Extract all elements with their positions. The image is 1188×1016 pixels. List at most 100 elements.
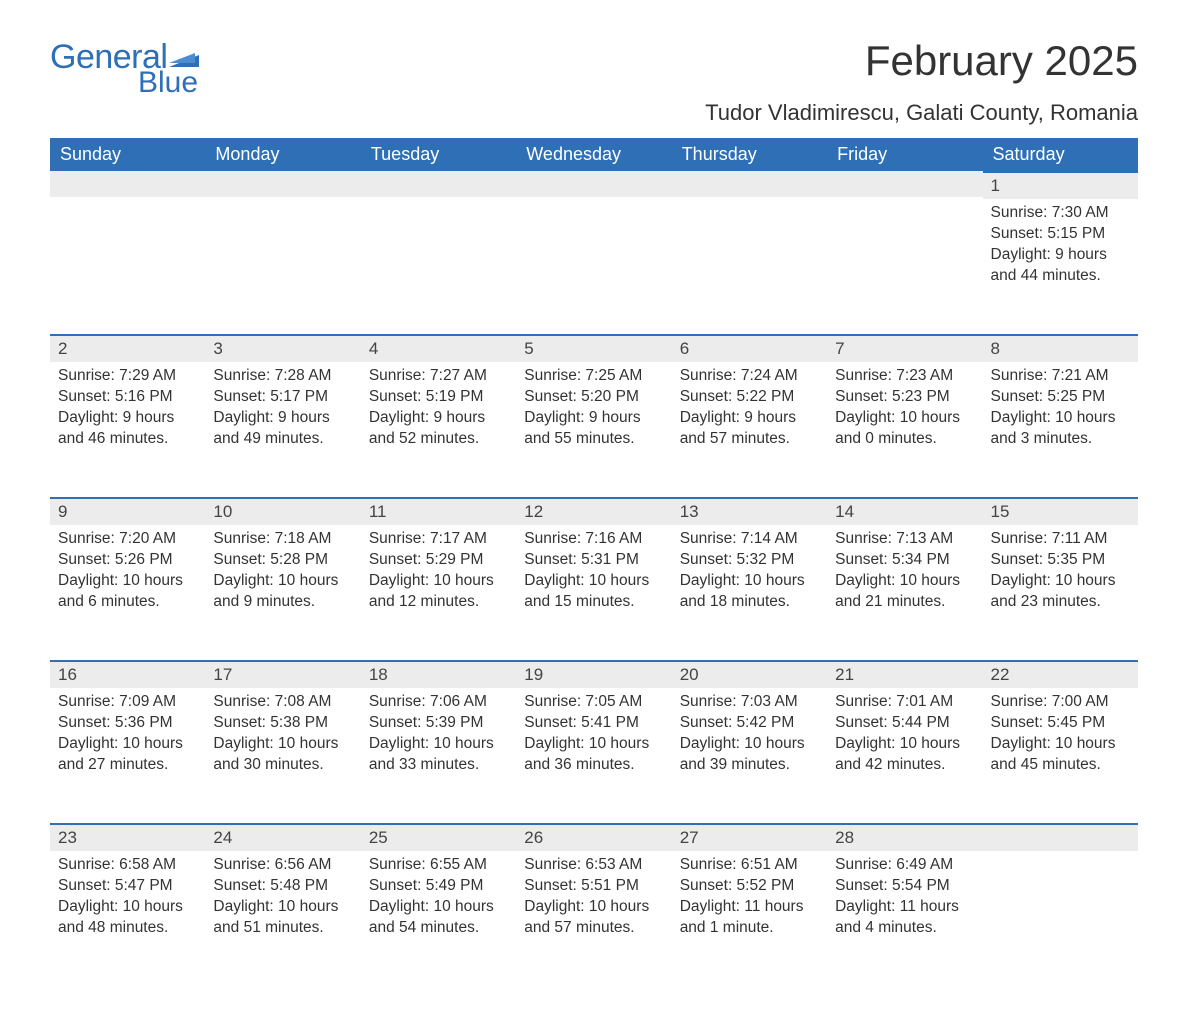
day-day1: Daylight: 10 hours <box>835 571 974 592</box>
day-cell: Sunrise: 7:24 AMSunset: 5:22 PMDaylight:… <box>672 362 827 497</box>
day-day1: Daylight: 10 hours <box>213 571 352 592</box>
day-sunrise: Sunrise: 7:18 AM <box>213 529 352 550</box>
day-number: 27 <box>672 823 827 851</box>
day-number-cell: 27 <box>672 823 827 851</box>
day-day1: Daylight: 11 hours <box>835 897 974 918</box>
day-cell: Sunrise: 6:56 AMSunset: 5:48 PMDaylight:… <box>205 851 360 986</box>
day-number-cell: 12 <box>516 497 671 525</box>
day-details: Sunrise: 7:28 AMSunset: 5:17 PMDaylight:… <box>205 362 360 458</box>
day-sunrise: Sunrise: 7:29 AM <box>58 366 197 387</box>
day-number: 1 <box>983 171 1138 199</box>
day-cell: Sunrise: 7:20 AMSunset: 5:26 PMDaylight:… <box>50 525 205 660</box>
day-number-cell <box>827 171 982 199</box>
day-number-cell: 7 <box>827 334 982 362</box>
day-number: 3 <box>205 334 360 362</box>
day-number-cell: 1 <box>983 171 1138 199</box>
day-number-cell: 14 <box>827 497 982 525</box>
day-number-cell <box>672 171 827 199</box>
day-day1: Daylight: 10 hours <box>835 408 974 429</box>
day-sunset: Sunset: 5:54 PM <box>835 876 974 897</box>
day-number: 26 <box>516 823 671 851</box>
day-sunset: Sunset: 5:20 PM <box>524 387 663 408</box>
day-day2: and 49 minutes. <box>213 429 352 450</box>
day-cell: Sunrise: 7:16 AMSunset: 5:31 PMDaylight:… <box>516 525 671 660</box>
day-cell: Sunrise: 7:29 AMSunset: 5:16 PMDaylight:… <box>50 362 205 497</box>
day-sunrise: Sunrise: 7:23 AM <box>835 366 974 387</box>
calendar-table: Sunday Monday Tuesday Wednesday Thursday… <box>50 138 1138 986</box>
day-day2: and 33 minutes. <box>369 755 508 776</box>
day-cell: Sunrise: 6:58 AMSunset: 5:47 PMDaylight:… <box>50 851 205 986</box>
day-number: 10 <box>205 497 360 525</box>
day-number-cell: 28 <box>827 823 982 851</box>
day-sunrise: Sunrise: 7:05 AM <box>524 692 663 713</box>
day-cell: Sunrise: 7:27 AMSunset: 5:19 PMDaylight:… <box>361 362 516 497</box>
day-day1: Daylight: 10 hours <box>58 571 197 592</box>
day-sunrise: Sunrise: 7:21 AM <box>991 366 1130 387</box>
day-sunrise: Sunrise: 7:25 AM <box>524 366 663 387</box>
day-day2: and 46 minutes. <box>58 429 197 450</box>
weekday-header: Tuesday <box>361 138 516 171</box>
day-cell: Sunrise: 7:13 AMSunset: 5:34 PMDaylight:… <box>827 525 982 660</box>
day-number: 16 <box>50 660 205 688</box>
day-number-cell: 15 <box>983 497 1138 525</box>
day-day2: and 9 minutes. <box>213 592 352 613</box>
day-cell: Sunrise: 7:08 AMSunset: 5:38 PMDaylight:… <box>205 688 360 823</box>
day-day1: Daylight: 10 hours <box>991 734 1130 755</box>
day-cell: Sunrise: 7:11 AMSunset: 5:35 PMDaylight:… <box>983 525 1138 660</box>
day-number-cell: 19 <box>516 660 671 688</box>
day-number-cell <box>516 171 671 199</box>
day-details: Sunrise: 6:51 AMSunset: 5:52 PMDaylight:… <box>672 851 827 947</box>
day-details: Sunrise: 6:55 AMSunset: 5:49 PMDaylight:… <box>361 851 516 947</box>
day-day2: and 44 minutes. <box>991 266 1130 287</box>
day-number-cell: 10 <box>205 497 360 525</box>
day-day2: and 18 minutes. <box>680 592 819 613</box>
day-sunset: Sunset: 5:19 PM <box>369 387 508 408</box>
day-sunrise: Sunrise: 7:06 AM <box>369 692 508 713</box>
day-day1: Daylight: 10 hours <box>58 734 197 755</box>
day-cell: Sunrise: 6:51 AMSunset: 5:52 PMDaylight:… <box>672 851 827 986</box>
day-number-cell: 17 <box>205 660 360 688</box>
day-day2: and 36 minutes. <box>524 755 663 776</box>
day-number-cell: 4 <box>361 334 516 362</box>
day-sunrise: Sunrise: 7:24 AM <box>680 366 819 387</box>
day-sunrise: Sunrise: 6:58 AM <box>58 855 197 876</box>
brand-logo: General Blue <box>50 40 199 98</box>
day-number: 17 <box>205 660 360 688</box>
day-number: 11 <box>361 497 516 525</box>
day-sunset: Sunset: 5:41 PM <box>524 713 663 734</box>
day-number: 18 <box>361 660 516 688</box>
day-details: Sunrise: 7:00 AMSunset: 5:45 PMDaylight:… <box>983 688 1138 784</box>
weekday-header: Friday <box>827 138 982 171</box>
day-cell: Sunrise: 6:55 AMSunset: 5:49 PMDaylight:… <box>361 851 516 986</box>
day-day1: Daylight: 10 hours <box>680 571 819 592</box>
day-sunrise: Sunrise: 6:49 AM <box>835 855 974 876</box>
day-sunset: Sunset: 5:23 PM <box>835 387 974 408</box>
day-cell: Sunrise: 7:17 AMSunset: 5:29 PMDaylight:… <box>361 525 516 660</box>
day-day2: and 4 minutes. <box>835 918 974 939</box>
day-number <box>827 171 982 197</box>
day-number <box>516 171 671 197</box>
day-details: Sunrise: 7:17 AMSunset: 5:29 PMDaylight:… <box>361 525 516 621</box>
day-sunrise: Sunrise: 7:08 AM <box>213 692 352 713</box>
weekday-header: Sunday <box>50 138 205 171</box>
day-number-cell: 21 <box>827 660 982 688</box>
day-sunrise: Sunrise: 7:28 AM <box>213 366 352 387</box>
month-title: February 2025 <box>705 40 1138 82</box>
day-cell: Sunrise: 7:06 AMSunset: 5:39 PMDaylight:… <box>361 688 516 823</box>
day-day2: and 21 minutes. <box>835 592 974 613</box>
day-details: Sunrise: 7:01 AMSunset: 5:44 PMDaylight:… <box>827 688 982 784</box>
title-block: February 2025 Tudor Vladimirescu, Galati… <box>705 40 1138 126</box>
day-number-cell: 9 <box>50 497 205 525</box>
week-content-row: Sunrise: 7:09 AMSunset: 5:36 PMDaylight:… <box>50 688 1138 823</box>
week-daynum-row: 2345678 <box>50 334 1138 362</box>
day-details: Sunrise: 7:09 AMSunset: 5:36 PMDaylight:… <box>50 688 205 784</box>
day-number-cell: 11 <box>361 497 516 525</box>
day-day2: and 55 minutes. <box>524 429 663 450</box>
day-day1: Daylight: 10 hours <box>524 734 663 755</box>
day-details: Sunrise: 7:03 AMSunset: 5:42 PMDaylight:… <box>672 688 827 784</box>
day-sunset: Sunset: 5:48 PM <box>213 876 352 897</box>
day-cell: Sunrise: 7:18 AMSunset: 5:28 PMDaylight:… <box>205 525 360 660</box>
day-day2: and 45 minutes. <box>991 755 1130 776</box>
day-day1: Daylight: 10 hours <box>991 571 1130 592</box>
day-cell: Sunrise: 7:30 AMSunset: 5:15 PMDaylight:… <box>983 199 1138 334</box>
